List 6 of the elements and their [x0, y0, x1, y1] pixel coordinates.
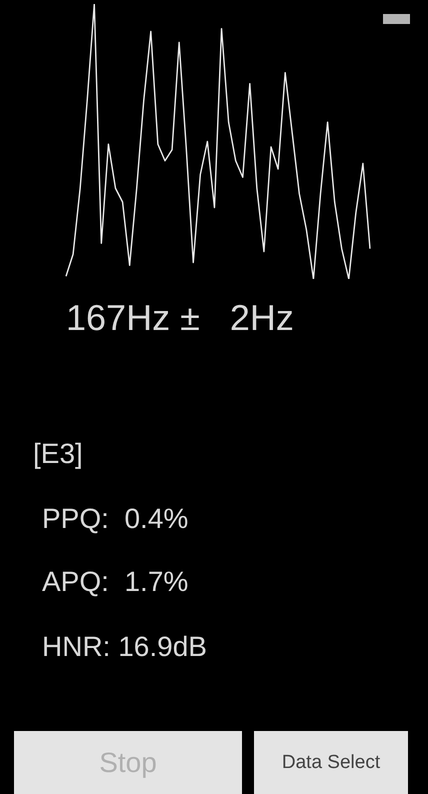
text: Data Select	[282, 752, 380, 773]
text: [E3]	[33, 438, 83, 469]
text: APQ: 1.7%	[42, 566, 188, 597]
text: 167Hz ± 2Hz	[66, 297, 294, 338]
text: PPQ: 0.4%	[42, 503, 188, 534]
text: HNR: 16.9dB	[42, 631, 207, 662]
